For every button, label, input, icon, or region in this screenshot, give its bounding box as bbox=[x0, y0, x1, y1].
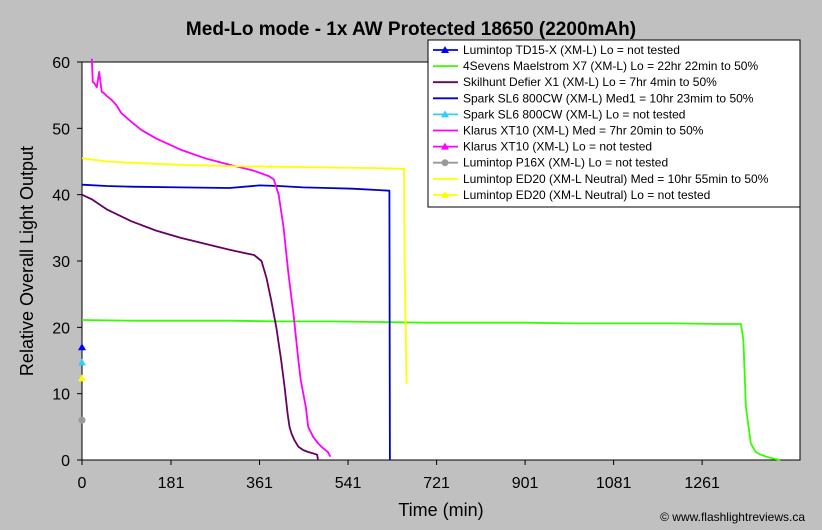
legend-entry: Spark SL6 800CW (XM-L) Med1 = 10hr 23mim… bbox=[433, 91, 754, 105]
legend-label: Klarus XT10 (XM-L) Med = 7hr 20min to 50… bbox=[463, 124, 704, 138]
legend-label: Lumintop ED20 (XM-L Neutral) Med = 10hr … bbox=[463, 172, 769, 186]
series-point bbox=[78, 343, 86, 351]
x-tick-label: 721 bbox=[423, 475, 450, 492]
y-tick-label: 40 bbox=[52, 188, 70, 205]
legend-label: Lumintop TD15-X (XM-L) Lo = not tested bbox=[463, 43, 680, 57]
series-line bbox=[81, 157, 408, 384]
legend-marker bbox=[441, 46, 449, 53]
series-line bbox=[90, 58, 332, 458]
y-tick-label: 50 bbox=[52, 121, 70, 138]
y-tick-label: 0 bbox=[61, 453, 70, 470]
y-tick-label: 30 bbox=[52, 254, 70, 271]
x-tick-label: 361 bbox=[246, 475, 273, 492]
y-tick-label: 20 bbox=[52, 320, 70, 337]
legend-marker bbox=[441, 159, 449, 167]
series-7 bbox=[78, 416, 86, 424]
legend-marker bbox=[441, 142, 449, 150]
series-layer bbox=[78, 58, 781, 461]
legend-entry: Lumintop ED20 (XM-L Neutral) Med = 10hr … bbox=[433, 172, 769, 186]
legend-entry: Spark SL6 800CW (XM-L) Lo = not tested bbox=[433, 107, 685, 121]
legend-entry: Klarus XT10 (XM-L) Med = 7hr 20min to 50… bbox=[433, 124, 704, 138]
legend-marker bbox=[441, 110, 449, 118]
series-line bbox=[81, 319, 781, 461]
series-point bbox=[78, 358, 86, 366]
legend-entry: Skilhunt Defier X1 (XM-L) Lo = 7hr 4min … bbox=[433, 75, 717, 89]
x-tick-label: 1081 bbox=[596, 475, 632, 492]
y-tick-label: 10 bbox=[52, 387, 70, 404]
y-tick-label: 60 bbox=[52, 55, 70, 72]
x-tick-label: 1261 bbox=[684, 475, 720, 492]
legend: Lumintop TD15-X (XM-L) Lo = not tested 4S… bbox=[427, 39, 801, 208]
legend-label: Skilhunt Defier X1 (XM-L) Lo = 7hr 4min … bbox=[463, 75, 717, 89]
legend-entry: Klarus XT10 (XM-L) Lo = not tested bbox=[433, 140, 652, 154]
x-tick-label: 901 bbox=[512, 475, 539, 492]
x-tick-label: 541 bbox=[335, 475, 362, 492]
series-point bbox=[78, 374, 86, 382]
series-line bbox=[81, 193, 319, 461]
legend-label: Klarus XT10 (XM-L) Lo = not tested bbox=[463, 140, 652, 154]
legend-entry: Lumintop TD15-X (XM-L) Lo = not tested bbox=[433, 43, 680, 57]
legend-label: 4Sevens Maelstrom X7 (XM-L) Lo = 22hr 22… bbox=[463, 59, 758, 73]
legend-label: Lumintop ED20 (XM-L Neutral) Lo = not te… bbox=[463, 188, 710, 202]
series-4 bbox=[78, 358, 86, 366]
series-2 bbox=[81, 193, 319, 461]
legend-label: Lumintop P16X (XM-L) Lo = not tested bbox=[463, 156, 668, 170]
legend-marker bbox=[441, 190, 449, 198]
series-line bbox=[81, 183, 391, 461]
y-axis-label: Relative Overall Light Output bbox=[17, 146, 37, 376]
legend-entry: Lumintop P16X (XM-L) Lo = not tested bbox=[433, 156, 668, 170]
series-3 bbox=[81, 183, 391, 461]
legend-entry: Lumintop ED20 (XM-L Neutral) Lo = not te… bbox=[433, 188, 710, 202]
series-point bbox=[78, 416, 86, 424]
chart-title: Med-Lo mode - 1x AW Protected 18650 (220… bbox=[186, 19, 636, 40]
credit-text: © www.flashlightreviews.ca bbox=[660, 510, 805, 524]
legend-box bbox=[427, 39, 801, 208]
legend-entry: 4Sevens Maelstrom X7 (XM-L) Lo = 22hr 22… bbox=[433, 59, 758, 73]
series-5 bbox=[90, 58, 332, 458]
series-0 bbox=[78, 343, 86, 351]
legend-label: Spark SL6 800CW (XM-L) Med1 = 10hr 23mim… bbox=[463, 91, 754, 105]
legend-label: Spark SL6 800CW (XM-L) Lo = not tested bbox=[463, 107, 685, 121]
x-tick-label: 181 bbox=[158, 475, 185, 492]
axes-layer: 0 10 20 30 40 50 60 0 181 361 541 721 901 1081 1261 bbox=[52, 55, 720, 492]
x-tick-label: 0 bbox=[78, 475, 87, 492]
series-1 bbox=[81, 319, 781, 461]
series-9 bbox=[78, 374, 86, 382]
series-8 bbox=[81, 157, 408, 384]
x-axis-label: Time (min) bbox=[398, 500, 483, 520]
